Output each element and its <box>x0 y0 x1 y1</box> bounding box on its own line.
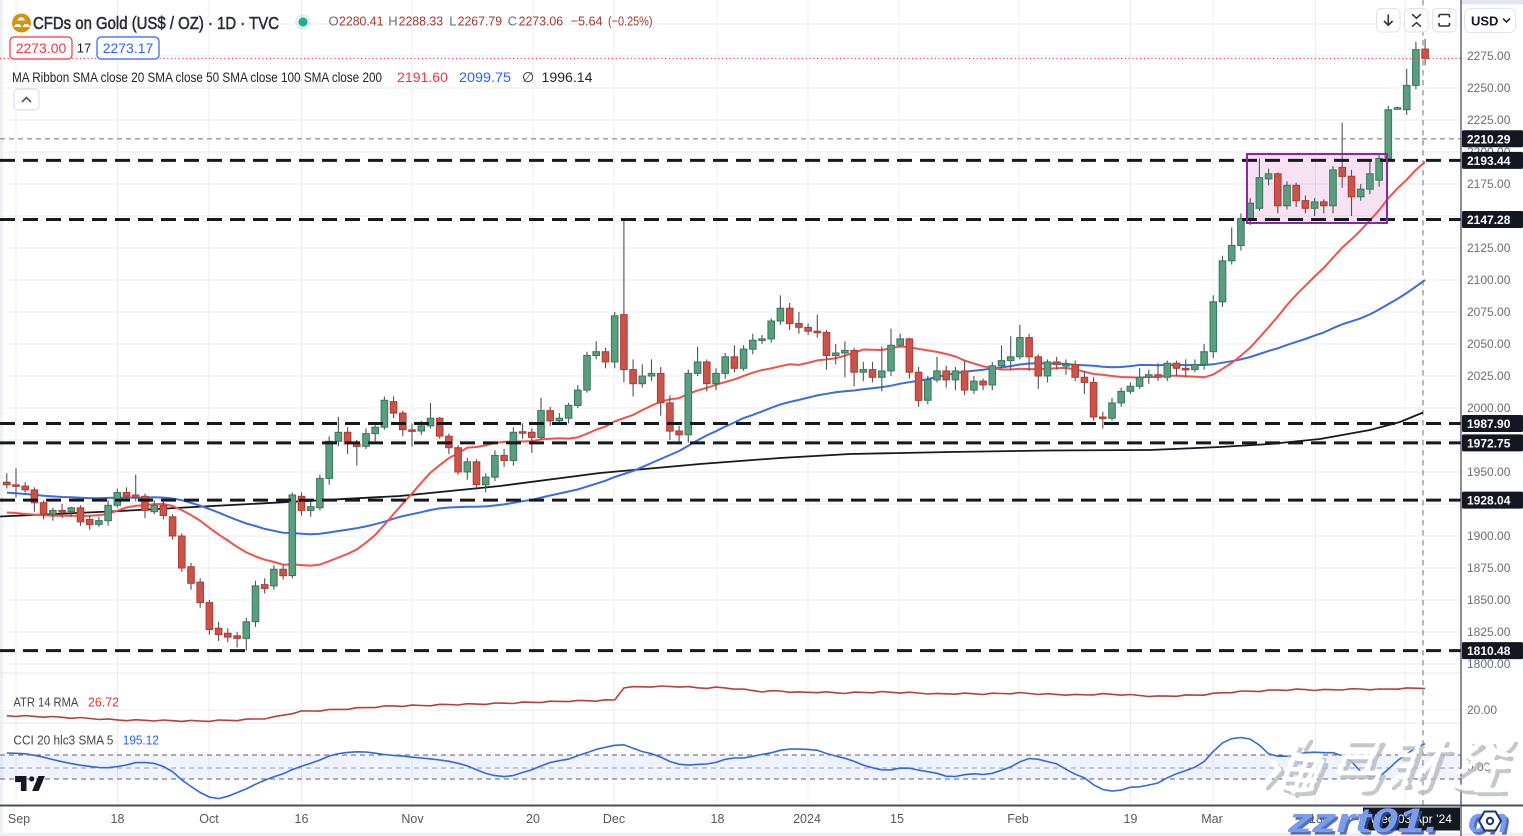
svg-text:2100.00: 2100.00 <box>1467 273 1511 287</box>
svg-text:1950.00: 1950.00 <box>1467 465 1511 479</box>
svg-text:ATR 14 RMA: ATR 14 RMA <box>13 695 78 710</box>
svg-text:18: 18 <box>1309 812 1323 826</box>
svg-text:15: 15 <box>890 812 904 826</box>
svg-text:16: 16 <box>295 812 309 826</box>
svg-text:1875.00: 1875.00 <box>1467 561 1511 575</box>
svg-text:2075.00: 2075.00 <box>1467 305 1511 319</box>
svg-text:1850.00: 1850.00 <box>1467 593 1511 607</box>
svg-text:20: 20 <box>526 812 540 826</box>
svg-text:26.72: 26.72 <box>88 695 119 710</box>
svg-text:1972.75: 1972.75 <box>1467 436 1511 450</box>
svg-text:C: C <box>508 14 517 29</box>
svg-text:1900.00: 1900.00 <box>1467 529 1511 543</box>
svg-text:2210.29: 2210.29 <box>1467 132 1511 146</box>
svg-text:2273.00: 2273.00 <box>16 40 67 56</box>
svg-text:17: 17 <box>77 41 91 56</box>
svg-text:2191.60: 2191.60 <box>397 69 448 85</box>
svg-text:1987.90: 1987.90 <box>1467 417 1511 431</box>
svg-text:Oct: Oct <box>199 812 219 826</box>
svg-text:2267.79: 2267.79 <box>458 14 503 29</box>
svg-text:∅: ∅ <box>522 69 534 85</box>
svg-text:zzrt01.: zzrt01. <box>1289 805 1440 836</box>
svg-text:1928.04: 1928.04 <box>1467 494 1511 508</box>
svg-text:Mar: Mar <box>1201 812 1223 826</box>
svg-text:1996.14: 1996.14 <box>542 69 593 85</box>
svg-text:195.12: 195.12 <box>123 733 159 748</box>
svg-text:2099.75: 2099.75 <box>459 69 511 85</box>
svg-text:2273.17: 2273.17 <box>103 40 154 56</box>
svg-text:Wed 03 Apr ’24: Wed 03 Apr ’24 <box>1370 812 1452 826</box>
svg-text:O: O <box>329 14 339 29</box>
svg-text:−5.64: −5.64 <box>571 14 603 29</box>
svg-text:18: 18 <box>711 812 725 826</box>
svg-text:Nov: Nov <box>401 812 424 826</box>
svg-text:2025.00: 2025.00 <box>1467 369 1511 383</box>
svg-text:2147.28: 2147.28 <box>1467 213 1511 227</box>
svg-text:1825.00: 1825.00 <box>1467 625 1511 639</box>
svg-text:2175.00: 2175.00 <box>1467 177 1511 191</box>
svg-text:USD: USD <box>1471 14 1498 29</box>
svg-text:MA Ribbon SMA close 20 SMA clo: MA Ribbon SMA close 20 SMA close 50 SMA … <box>12 69 382 85</box>
svg-text:2273.06: 2273.06 <box>519 14 564 29</box>
svg-text:zzrt01.: zzrt01. <box>1287 802 1438 836</box>
svg-text:L: L <box>449 14 456 29</box>
svg-text:1800.00: 1800.00 <box>1467 657 1511 671</box>
svg-text:2250.00: 2250.00 <box>1467 81 1511 95</box>
svg-text:2275.00: 2275.00 <box>1467 49 1511 63</box>
svg-text:CFDs on Gold (US$ / OZ) · 1D ·: CFDs on Gold (US$ / OZ) · 1D · TVC <box>33 13 279 33</box>
svg-text:2288.33: 2288.33 <box>399 14 444 29</box>
svg-text:2024: 2024 <box>793 812 821 826</box>
svg-text:19: 19 <box>1124 812 1138 826</box>
svg-text:Sep: Sep <box>8 812 30 826</box>
svg-text:CCI 20 hlc3 SMA 5: CCI 20 hlc3 SMA 5 <box>13 733 113 748</box>
svg-text:18: 18 <box>111 812 125 826</box>
svg-text:Feb: Feb <box>1007 812 1029 826</box>
svg-text:2125.00: 2125.00 <box>1467 241 1511 255</box>
svg-text:2000.00: 2000.00 <box>1467 401 1511 415</box>
svg-text:H: H <box>388 14 397 29</box>
svg-text:1810.48: 1810.48 <box>1467 644 1511 658</box>
svg-text:2050.00: 2050.00 <box>1467 337 1511 351</box>
svg-text:2280.41: 2280.41 <box>339 14 384 29</box>
svg-text:(−0.25%): (−0.25%) <box>608 14 653 29</box>
svg-text:20.00: 20.00 <box>1467 703 1497 717</box>
svg-text:Dec: Dec <box>603 812 625 826</box>
svg-text:2193.44: 2193.44 <box>1467 154 1511 168</box>
svg-text:2225.00: 2225.00 <box>1467 113 1511 127</box>
